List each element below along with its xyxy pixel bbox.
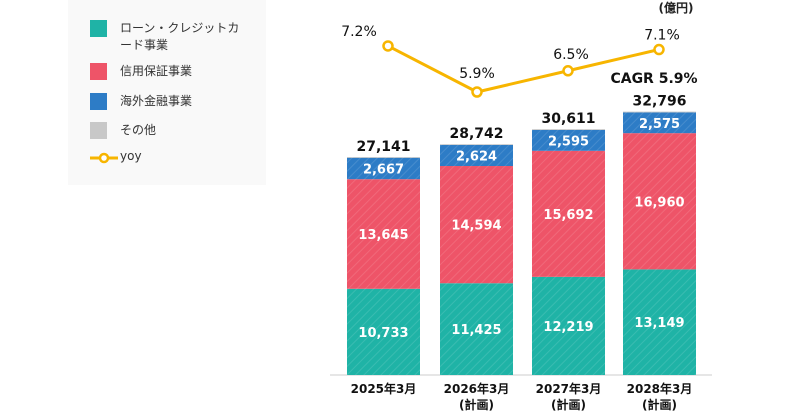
data-label: 2,595 <box>548 134 589 149</box>
data-label: 13,149 <box>634 316 684 331</box>
yoy-label: 6.5% <box>553 47 589 63</box>
legend-swatch <box>90 122 107 139</box>
x-tick-label: 2026年3月 <box>444 381 510 396</box>
data-label: 14,594 <box>451 219 501 234</box>
yoy-point <box>471 86 483 98</box>
bar-segment <box>440 144 513 145</box>
legend-item: yoy <box>90 149 142 172</box>
yoy-line-icon <box>90 152 118 164</box>
data-label: 13,645 <box>358 228 408 243</box>
unit-label: (億円) <box>659 0 694 15</box>
x-tick-label: (計画) <box>642 397 677 412</box>
legend-swatch <box>90 93 107 110</box>
bar-segment <box>347 157 420 180</box>
bar-segment <box>532 129 605 151</box>
yoy-label: 7.2% <box>341 24 377 40</box>
total-label: 32,796 <box>632 94 686 110</box>
legend-swatch <box>90 20 107 37</box>
bar-segment <box>532 276 605 375</box>
legend-label: yoy <box>120 149 142 163</box>
legend-label: ローン・クレジットカード事業 <box>120 21 240 52</box>
data-label: 2,624 <box>456 149 497 164</box>
total-label: 30,611 <box>541 111 595 127</box>
bar-segment <box>440 166 513 284</box>
x-tick-label: 2027年3月 <box>536 381 602 396</box>
yoy-point <box>382 40 394 52</box>
yoy-label: 7.1% <box>644 28 680 44</box>
data-label: 2,667 <box>363 162 404 177</box>
bar-segment <box>623 111 696 113</box>
x-tick-label: (計画) <box>459 397 494 412</box>
yoy-point <box>653 43 665 56</box>
legend-label: 信用保証事業 <box>120 64 193 78</box>
data-label: 15,692 <box>543 208 593 223</box>
bar-segment <box>532 129 605 130</box>
yoy-point <box>562 65 574 77</box>
cagr-label: CAGR 5.9% <box>610 71 697 87</box>
x-tick-label: (計画) <box>551 397 586 412</box>
bar-segment <box>623 269 696 375</box>
data-label: 10,733 <box>358 326 408 341</box>
x-tick-label: 2025年3月 <box>351 381 417 396</box>
data-label: 2,575 <box>639 117 680 132</box>
yoy-line <box>387 44 660 94</box>
legend-swatch <box>90 63 107 80</box>
yoy-label: 5.9% <box>459 66 495 82</box>
bar-segment <box>347 288 420 375</box>
legend: ローン・クレジットカード事業信用保証事業 海外金融事業 その他 yoy <box>68 0 266 185</box>
total-label: 28,742 <box>449 126 503 142</box>
data-label: 12,219 <box>543 320 593 335</box>
bar-segment <box>623 112 696 134</box>
data-label: 16,960 <box>634 195 684 210</box>
legend-label: その他 <box>120 123 157 137</box>
bar-segment <box>440 283 513 375</box>
bar-segment <box>623 133 696 270</box>
bar-segment <box>532 150 605 277</box>
total-label: 27,141 <box>356 139 410 155</box>
data-label: 11,425 <box>451 323 501 338</box>
bar-segment <box>347 179 420 289</box>
bar-segment <box>440 144 513 167</box>
x-tick-label: 2028年3月 <box>627 381 693 396</box>
legend-label: 海外金融事業 <box>120 94 193 108</box>
bar-segment <box>347 157 420 158</box>
